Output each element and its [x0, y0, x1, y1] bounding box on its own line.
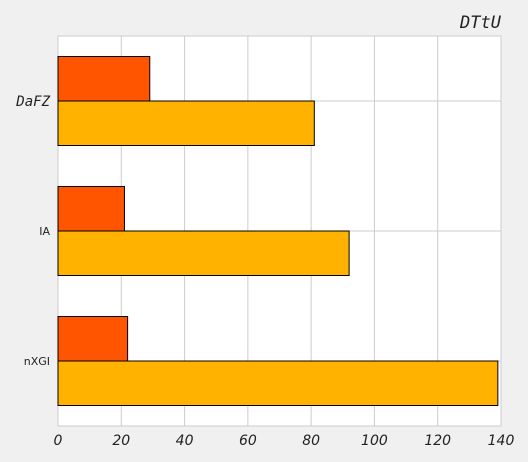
- chart-title: DTtU: [459, 13, 502, 33]
- x-tick-label: 60: [239, 433, 257, 449]
- y-tick-label: IA: [39, 225, 50, 238]
- x-tick-label: 0: [54, 433, 63, 449]
- x-tick-label: 120: [424, 433, 451, 449]
- x-tick-label: 40: [176, 433, 194, 449]
- y-tick-labels: DaFZ IA nXGI: [15, 94, 50, 368]
- bar-series-2-IA: [57, 230, 350, 276]
- y-tick-label: DaFZ: [15, 94, 50, 110]
- bar-series-1-IA: [57, 186, 125, 232]
- bar-series-1-DaFZ: [57, 56, 151, 102]
- x-tick-labels: 0 20 40 60 80 100 120 140: [54, 433, 515, 449]
- y-tick-label: nXGI: [24, 355, 50, 368]
- x-tick-label: 20: [112, 433, 130, 449]
- x-tick-label: 80: [302, 433, 320, 449]
- x-tick-label: 140: [488, 433, 515, 449]
- bar-series-2-DaFZ: [57, 100, 315, 146]
- bars: [57, 56, 499, 406]
- bar-series-2-nXGI: [57, 360, 499, 406]
- x-tick-label: 100: [361, 433, 388, 449]
- bar-series-1-nXGI: [57, 316, 129, 362]
